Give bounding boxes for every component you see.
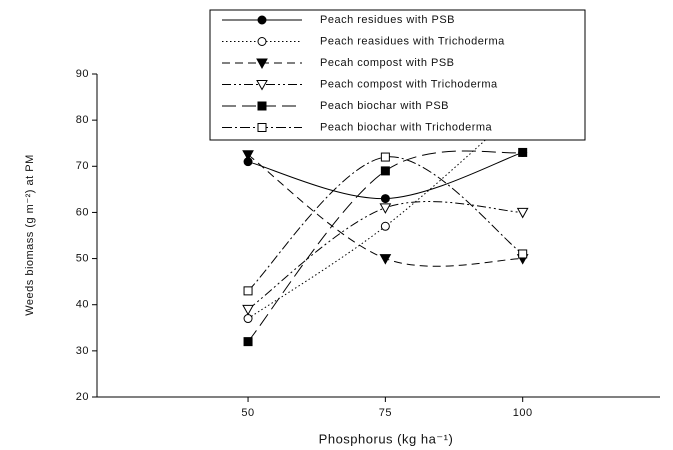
legend-label: Peach compost with Trichoderma xyxy=(320,78,498,90)
y-tick-label: 30 xyxy=(76,345,89,357)
data-point xyxy=(380,221,390,231)
y-tick-label: 70 xyxy=(76,160,89,172)
legend-marker xyxy=(257,37,267,46)
legend-marker xyxy=(257,101,267,111)
data-point xyxy=(243,286,253,296)
y-tick-label: 90 xyxy=(76,68,89,80)
data-point xyxy=(379,254,392,265)
data-point xyxy=(379,203,392,214)
series-line xyxy=(247,150,523,342)
plot xyxy=(242,101,529,347)
data-point xyxy=(518,249,528,259)
legend-marker xyxy=(256,80,268,91)
data-point xyxy=(380,152,390,162)
y-tick-label: 40 xyxy=(76,299,89,311)
x-tick-label: 100 xyxy=(513,407,533,419)
data-point xyxy=(380,194,390,204)
legend-label: Peach biochar with Trichoderma xyxy=(320,121,493,133)
data-point xyxy=(518,147,528,157)
legend-label: Peach reasidues with Trichoderma xyxy=(320,35,505,47)
y-tick-label: 60 xyxy=(76,206,89,218)
legend-label: Pecah compost with PSB xyxy=(320,57,455,69)
legend-marker xyxy=(257,15,267,25)
legend-box xyxy=(209,9,586,141)
data-point xyxy=(243,314,253,324)
y-tick-label: 50 xyxy=(76,252,89,264)
data-point xyxy=(516,207,529,219)
x-tick-label: 50 xyxy=(241,407,254,419)
x-axis-label: Phosphorus (kg ha⁻¹) xyxy=(319,431,454,446)
y-axis-label: Weeds biomass (g m⁻²) at PM xyxy=(24,154,36,316)
legend-marker xyxy=(256,58,268,70)
legend-marker xyxy=(257,123,267,132)
y-tick-label: 20 xyxy=(76,391,89,403)
series-line xyxy=(247,105,524,319)
data-point xyxy=(242,150,254,161)
x-tick-label: 75 xyxy=(379,407,392,419)
data-point xyxy=(242,304,254,316)
data-point xyxy=(380,166,390,176)
legend-label: Peach residues with PSB xyxy=(320,14,455,26)
legend: Peach residues with PSB Peach reasidues w… xyxy=(209,9,586,141)
y-tick-label: 80 xyxy=(76,114,89,126)
data-point xyxy=(243,337,253,347)
legend-label: Peach biochar with PSB xyxy=(320,100,449,112)
